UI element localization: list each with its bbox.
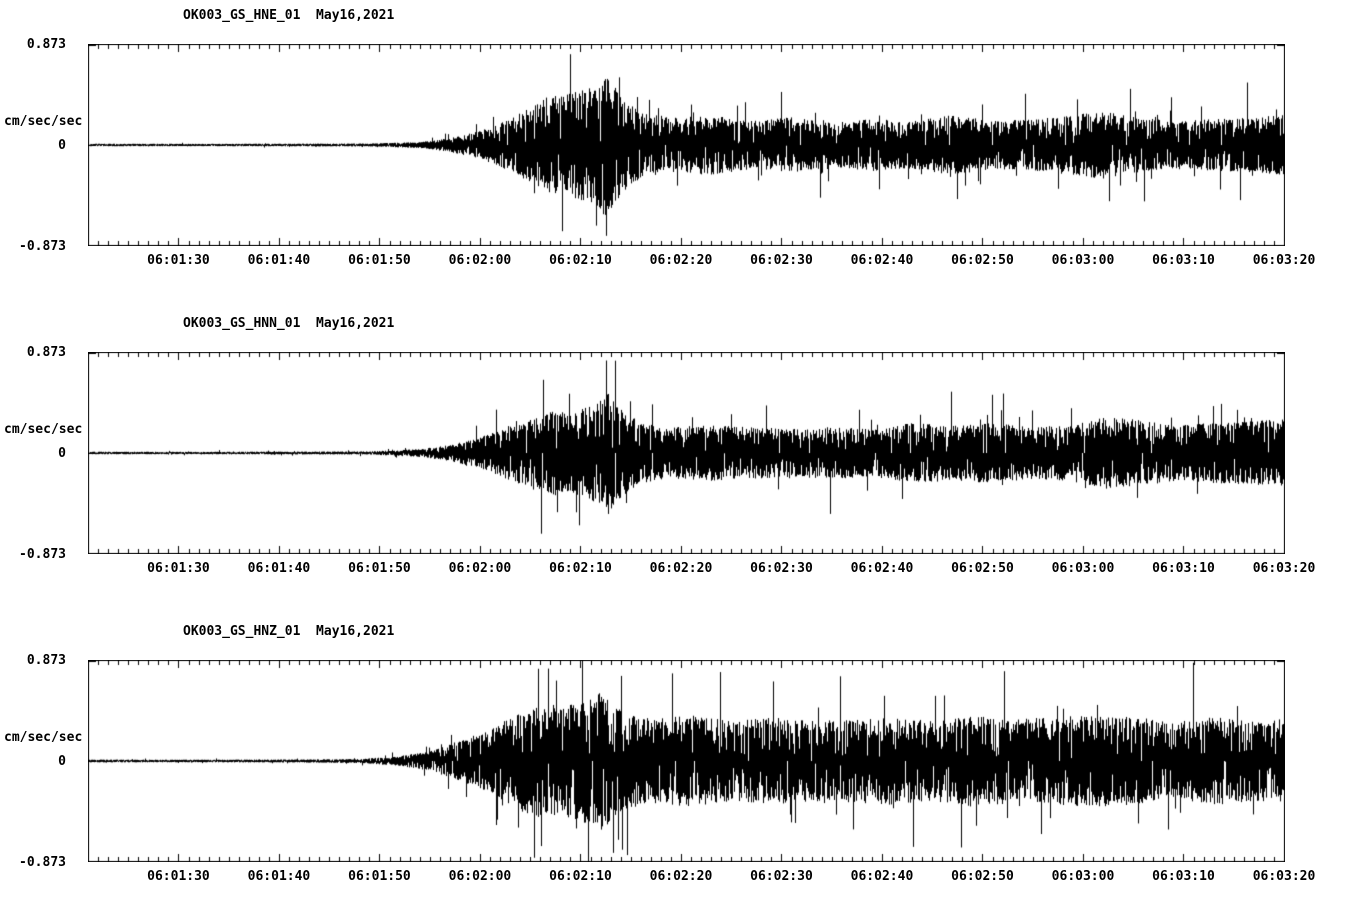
panel-title: OK003_GS_HNE_01 May16,2021	[183, 8, 395, 23]
x-tick-label: 06:02:20	[649, 253, 713, 268]
x-tick-label: 06:03:00	[1051, 869, 1115, 884]
y-tick-label-zero: 0	[58, 138, 66, 153]
x-tick-label: 06:02:30	[750, 253, 813, 268]
x-tick-label: 06:01:30	[147, 561, 210, 576]
x-tick-label: 06:02:20	[649, 869, 713, 884]
x-tick-label: 06:03:20	[1252, 253, 1316, 268]
panel-title: OK003_GS_HNN_01 May16,2021	[183, 316, 395, 331]
x-tick-label: 06:02:20	[649, 561, 713, 576]
x-tick-label: 06:02:50	[951, 561, 1014, 576]
x-tick-label: 06:03:10	[1152, 869, 1215, 884]
y-tick-label-max: 0.873	[26, 345, 66, 360]
x-tick-label: 06:01:50	[348, 869, 411, 884]
y-tick-label-max: 0.873	[26, 37, 66, 52]
y-axis-units-label: cm/sec/sec	[4, 422, 83, 437]
x-tick-label: 06:03:00	[1051, 253, 1115, 268]
x-tick-label: 06:01:40	[247, 253, 311, 268]
x-tick-label: 06:03:10	[1152, 561, 1215, 576]
x-tick-label: 06:02:40	[850, 253, 914, 268]
x-tick-label: 06:02:50	[951, 869, 1014, 884]
y-tick-label-max: 0.873	[26, 653, 66, 668]
seismogram-trace-canvas	[88, 352, 1285, 554]
x-tick-label: 06:02:00	[448, 561, 512, 576]
x-tick-label: 06:02:30	[750, 561, 813, 576]
y-tick-label-zero: 0	[58, 446, 66, 461]
x-tick-label: 06:03:00	[1051, 561, 1115, 576]
panel-title: OK003_GS_HNZ_01 May16,2021	[183, 624, 395, 639]
y-tick-label-min: -0.873	[19, 547, 66, 562]
x-tick-label: 06:01:40	[247, 561, 311, 576]
y-axis-units-label: cm/sec/sec	[4, 730, 83, 745]
x-tick-label: 06:02:40	[850, 561, 914, 576]
seismogram-trace-canvas	[88, 660, 1285, 862]
x-tick-label: 06:02:10	[549, 561, 612, 576]
x-axis-tick-labels: 06:01:30 06:01:40 06:01:50 06:02:00 06:02:10…	[88, 253, 1315, 273]
seismogram-panel-hne: OK003_GS_HNE_01 May16,2021 0.873 cm/sec/…	[0, 0, 1358, 308]
x-tick-label: 06:01:30	[147, 869, 210, 884]
seismogram-panel-hnn: OK003_GS_HNN_01 May16,2021 0.873 cm/sec/…	[0, 308, 1358, 616]
x-axis-tick-labels: 06:01:30 06:01:40 06:01:50 06:02:00 06:02:10…	[88, 869, 1315, 889]
x-tick-label: 06:01:30	[147, 253, 210, 268]
x-axis-tick-labels: 06:01:30 06:01:40 06:01:50 06:02:00 06:02:10…	[88, 561, 1315, 581]
x-tick-label: 06:01:50	[348, 561, 411, 576]
x-tick-label: 06:02:50	[951, 253, 1014, 268]
seismogram-trace-canvas	[88, 44, 1285, 246]
y-tick-label-zero: 0	[58, 754, 66, 769]
x-tick-label: 06:02:30	[750, 869, 813, 884]
seismogram-panel-hnz: OK003_GS_HNZ_01 May16,2021 0.873 cm/sec/…	[0, 616, 1358, 924]
x-tick-label: 06:02:00	[448, 869, 512, 884]
x-tick-label: 06:02:10	[549, 253, 612, 268]
x-tick-label: 06:03:20	[1252, 869, 1316, 884]
x-tick-label: 06:02:10	[549, 869, 612, 884]
x-tick-label: 06:03:10	[1152, 253, 1215, 268]
y-tick-label-min: -0.873	[19, 239, 66, 254]
x-tick-label: 06:01:40	[247, 869, 311, 884]
x-tick-label: 06:02:00	[448, 253, 512, 268]
y-tick-label-min: -0.873	[19, 855, 66, 870]
y-axis-units-label: cm/sec/sec	[4, 114, 83, 129]
x-tick-label: 06:03:20	[1252, 561, 1316, 576]
x-tick-label: 06:02:40	[850, 869, 914, 884]
x-tick-label: 06:01:50	[348, 253, 411, 268]
